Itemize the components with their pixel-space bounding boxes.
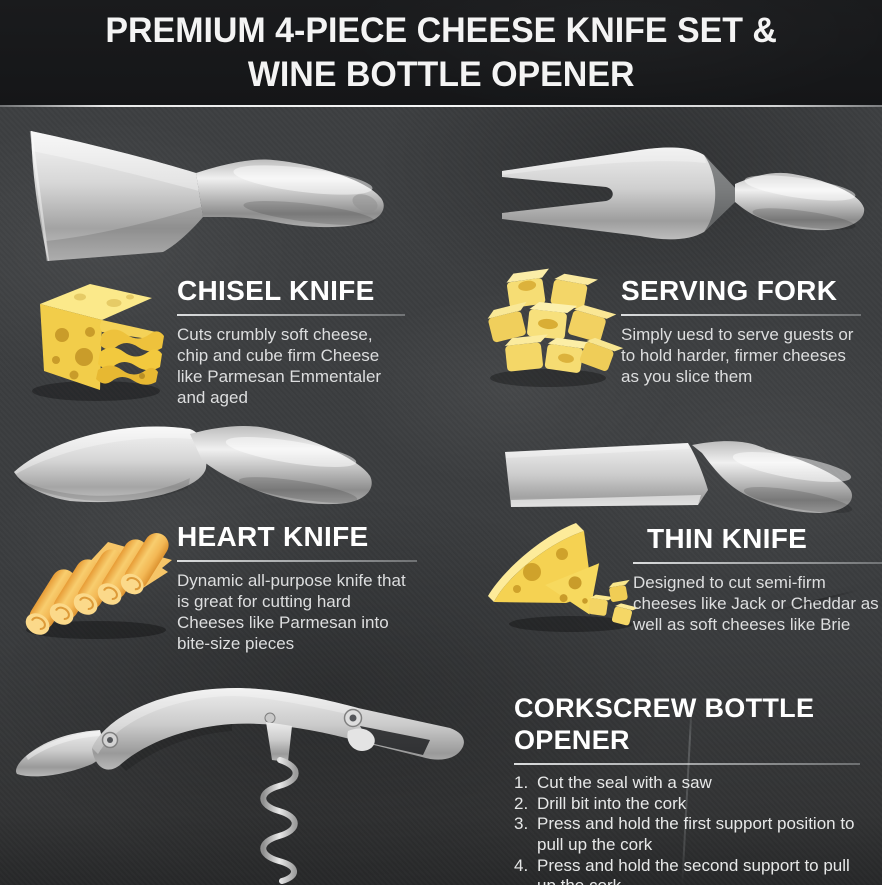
thin-knife-photo — [505, 441, 853, 514]
page-title: PREMIUM 4-PIECE CHEESE KNIFE SET & WINE … — [105, 9, 777, 97]
banner-divider — [0, 105, 882, 107]
section-heart-knife: HEART KNIFE Dynamic all-purpose knife th… — [177, 521, 417, 654]
cheese-cubes-pile-photo — [487, 268, 624, 387]
title-banner: PREMIUM 4-PIECE CHEESE KNIFE SET & WINE … — [0, 0, 882, 105]
section-thin-knife: THIN KNIFE Designed to cut semi-firm che… — [633, 523, 882, 635]
corkscrew-bottle-opener-photo — [16, 688, 464, 884]
heart-knife-divider — [177, 559, 417, 562]
serving-fork-divider — [621, 313, 861, 316]
heart-knife-description: Dynamic all-purpose knife that is great … — [177, 570, 406, 654]
thin-knife-heading: THIN KNIFE — [647, 523, 808, 554]
cheese-wedge-cubes-photo — [488, 523, 639, 632]
corkscrew-step-1: Cut the seal with a saw — [514, 772, 712, 793]
serving-fork-heading: SERVING FORK — [621, 275, 838, 306]
title-line-2: WINE BOTTLE OPENER — [247, 54, 635, 94]
corkscrew-steps-list: Cut the seal with a saw Drill bit into t… — [514, 773, 866, 885]
chisel-knife-photo — [29, 130, 384, 262]
thin-knife-description: Designed to cut semi-firm cheeses like J… — [633, 572, 879, 634]
chisel-knife-divider — [177, 313, 405, 316]
corkscrew-step-2: Drill bit into the cork — [514, 793, 687, 814]
corkscrew-step-4: Press and hold the second support to pul… — [514, 855, 850, 885]
section-chisel-knife: CHISEL KNIFE Cuts crumbly soft cheese, c… — [177, 275, 405, 408]
chisel-knife-heading: CHISEL KNIFE — [177, 275, 375, 306]
thin-knife-divider — [633, 561, 882, 564]
serving-fork-description: Simply uesd to serve guests or to hold h… — [621, 324, 854, 386]
heart-knife-photo — [14, 426, 372, 505]
serving-fork-photo — [502, 147, 865, 240]
swiss-cheese-block-photo — [32, 284, 164, 401]
title-line-1: PREMIUM 4-PIECE CHEESE KNIFE SET & — [105, 10, 777, 50]
section-serving-fork: SERVING FORK Simply uesd to serve guests… — [621, 275, 861, 387]
corkscrew-opener-divider — [514, 762, 860, 765]
section-corkscrew-opener: CORKSCREW BOTTLE OPENER Cut the seal wit… — [514, 692, 876, 885]
corkscrew-step-3: Press and hold the first support positio… — [514, 814, 855, 854]
chisel-knife-description: Cuts crumbly soft cheese, chip and cube … — [177, 324, 382, 408]
corkscrew-opener-heading: CORKSCREW BOTTLE OPENER — [514, 693, 815, 756]
heart-knife-heading: HEART KNIFE — [177, 521, 369, 552]
cheese-rolls-photo — [25, 533, 172, 639]
